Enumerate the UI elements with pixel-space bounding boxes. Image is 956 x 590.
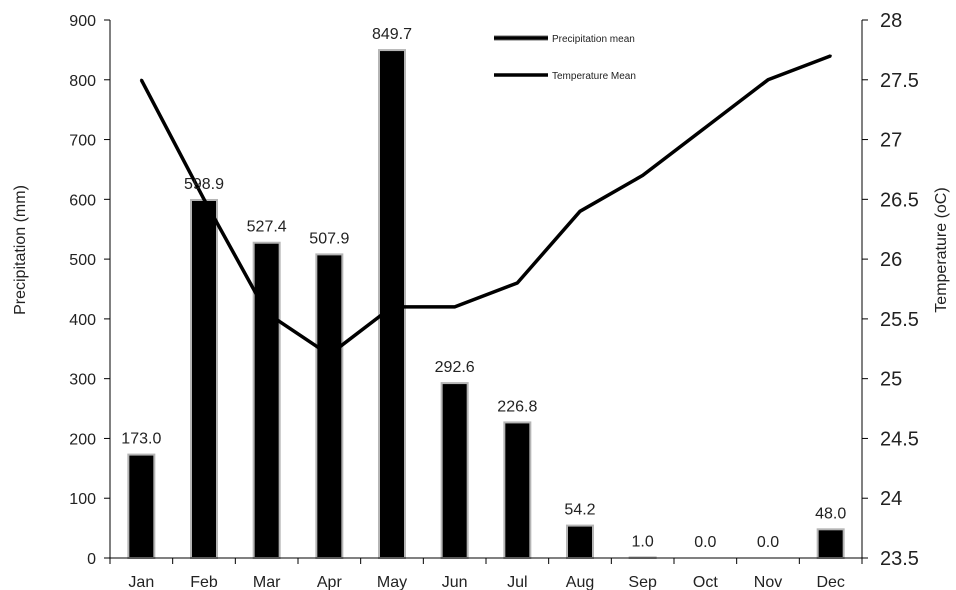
- precipitation-data-label: 1.0: [632, 533, 654, 550]
- legend-label-temperature: Temperature Mean: [552, 71, 636, 82]
- precipitation-bar: [440, 382, 469, 559]
- x-tick-label: Nov: [754, 574, 782, 590]
- temperature-point: [704, 126, 707, 129]
- temperature-point: [328, 353, 331, 356]
- precipitation-data-label: 507.9: [309, 230, 349, 247]
- x-tick-label: Jun: [442, 574, 468, 590]
- y-tick-label-right: 24: [880, 488, 902, 510]
- precipitation-data-label: 849.7: [372, 26, 412, 43]
- y-tick-label-right: 24.5: [880, 428, 919, 450]
- precipitation-data-label: 173.0: [121, 431, 161, 448]
- precipitation-bar: [252, 241, 281, 559]
- y-tick-label-left: 700: [69, 133, 96, 150]
- precipitation-bar: [378, 49, 406, 559]
- precipitation-data-label: 0.0: [757, 534, 779, 551]
- precipitation-data-label: 598.9: [184, 176, 224, 193]
- x-tick-label: Feb: [190, 574, 218, 590]
- temperature-point: [140, 78, 143, 81]
- temperature-point: [516, 281, 519, 285]
- axes-layer: 0 100 200 300 400 500 600 700 800 900 23.5 24 24.5 25…: [69, 10, 919, 590]
- x-tick-label: Mar: [253, 574, 281, 590]
- precipitation-bar: [816, 528, 845, 559]
- precipitation-data-label: 0.0: [694, 534, 716, 551]
- precipitation-bar: [190, 198, 218, 560]
- temperature-point: [453, 305, 456, 309]
- precipitation-bar: [566, 524, 594, 560]
- temperature-line: [139, 54, 832, 357]
- temperature-point: [578, 210, 582, 213]
- y-tick-label-right: 25: [880, 369, 902, 391]
- precipitation-bar: [127, 453, 156, 559]
- x-tick-label: Apr: [317, 574, 343, 590]
- x-tick-label: Aug: [566, 574, 594, 590]
- y-tick-label-left: 400: [69, 312, 96, 329]
- precipitation-data-label: 292.6: [435, 359, 475, 376]
- bars-layer: [127, 49, 845, 560]
- x-tick-label: Dec: [816, 574, 844, 590]
- temperature-point: [202, 198, 206, 201]
- x-tick-label: Oct: [693, 574, 718, 590]
- x-tick-label: Jan: [128, 574, 154, 590]
- x-tick-label: Sep: [628, 574, 657, 590]
- y-tick-label-left: 100: [69, 491, 96, 508]
- y-tick-label-left: 500: [69, 252, 96, 269]
- temperature-point: [766, 78, 770, 81]
- y-tick-label-left: 900: [69, 13, 96, 30]
- temperature-line-layer: [139, 54, 832, 357]
- legend-label-precipitation: Precipitation mean: [552, 34, 635, 45]
- legend: Precipitation mean Temperature Mean: [494, 34, 636, 82]
- y-tick-label-right: 27: [880, 130, 902, 152]
- y-tick-label-left: 300: [69, 372, 96, 389]
- y-tick-label-right: 27.5: [880, 70, 919, 92]
- temperature-point: [641, 174, 644, 177]
- x-tick-label: Jul: [507, 574, 527, 590]
- y-tick-label-right: 26.5: [880, 189, 919, 211]
- data-labels-layer: 173.0 598.9 527.4 507.9 849.7 292.6 226.8 54.2 1…: [121, 26, 846, 551]
- y-tick-label-left: 0: [87, 551, 96, 568]
- temperature-point: [390, 305, 394, 309]
- y-tick-label-right: 26: [880, 249, 902, 271]
- precipitation-data-label: 226.8: [497, 398, 537, 415]
- precipitation-data-label: 527.4: [247, 219, 287, 236]
- y-tick-label-left: 200: [69, 431, 96, 448]
- y-tick-label-right: 23.5: [880, 548, 919, 570]
- precipitation-data-label: 48.0: [815, 505, 846, 522]
- y-tick-label-left: 600: [69, 192, 96, 209]
- y-axis-title-right: Temperature (oC): [933, 187, 950, 312]
- precipitation-bar: [503, 421, 532, 560]
- x-tick-label: May: [377, 574, 407, 590]
- precipitation-bar: [315, 253, 344, 559]
- y-tick-label-left: 800: [69, 73, 96, 90]
- precipitation-data-label: 54.2: [564, 502, 595, 519]
- y-axis-title-left: Precipitation (mm): [12, 185, 29, 315]
- temperature-point: [265, 311, 268, 315]
- temperature-point: [829, 54, 832, 58]
- y-tick-label-right: 28: [880, 10, 902, 32]
- y-tick-label-right: 25.5: [880, 309, 919, 331]
